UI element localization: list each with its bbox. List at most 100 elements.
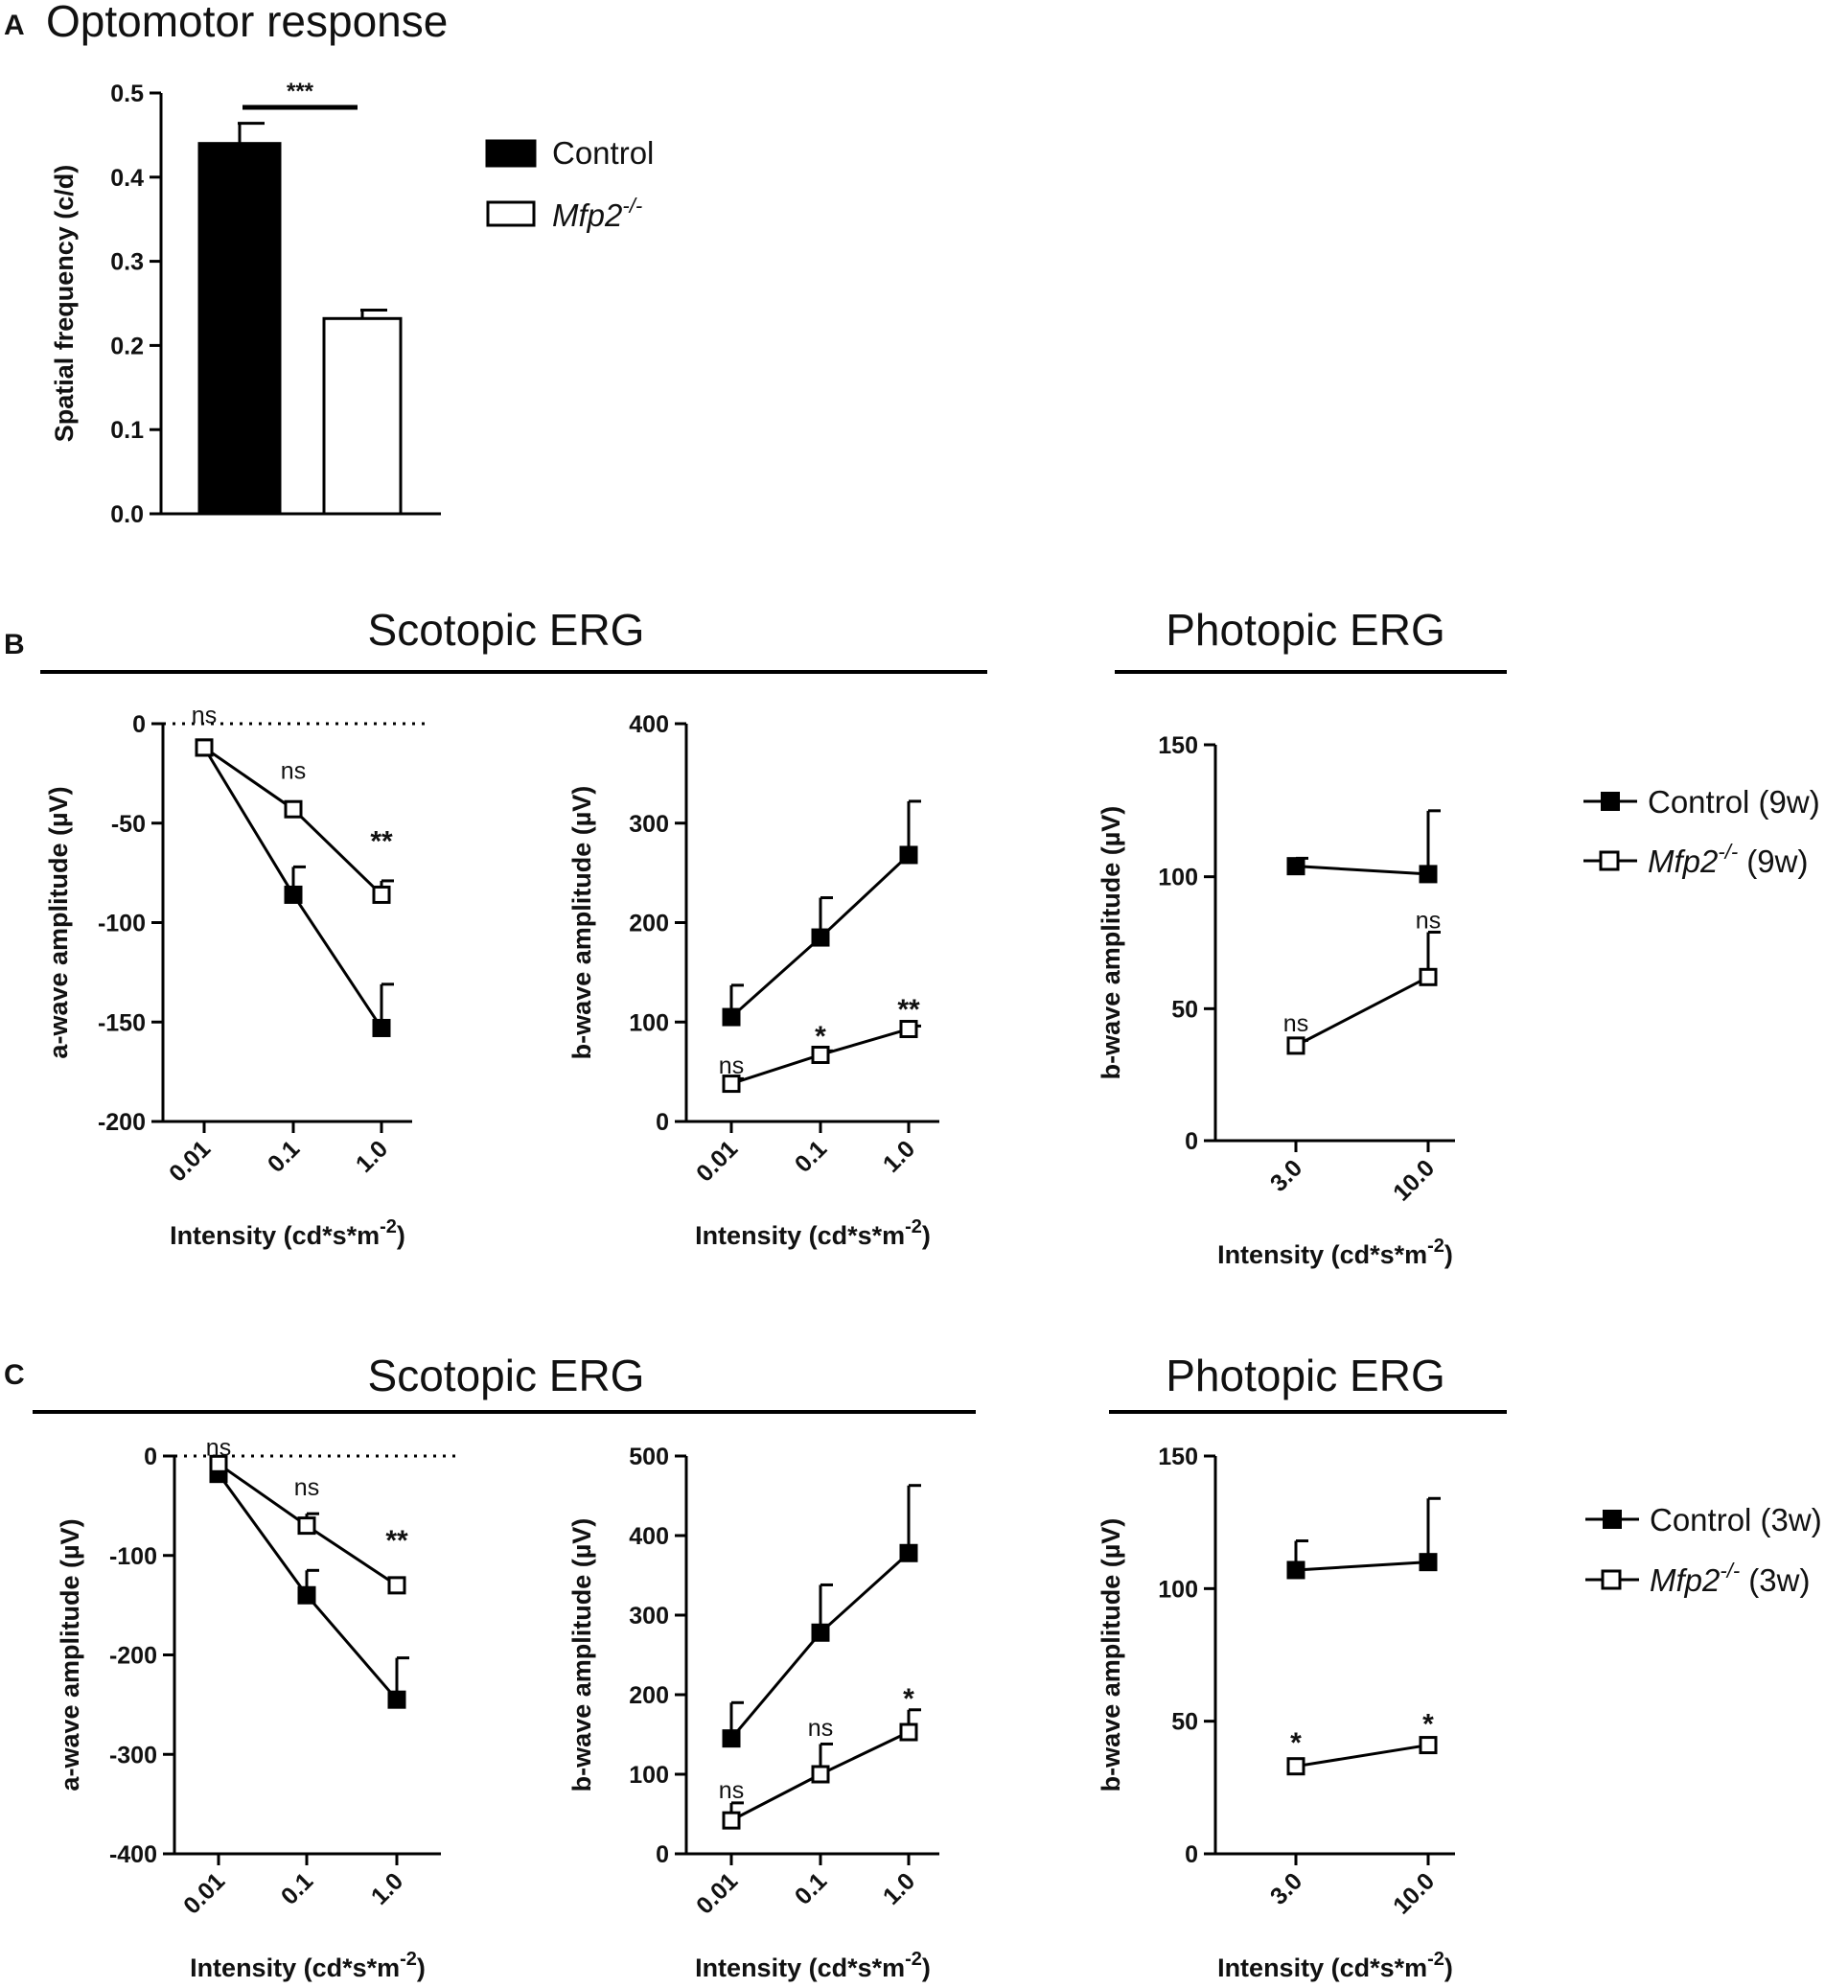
panel-letter-b: B xyxy=(4,629,25,660)
b1-significance-label: ns xyxy=(281,758,306,785)
b3-significance-label: ns xyxy=(1283,1010,1308,1037)
c2-mfp2-marker xyxy=(811,1765,830,1784)
panel-c-scotopic-title: Scotopic ERG xyxy=(368,1351,645,1400)
c2-significance-label: ns xyxy=(719,1777,744,1804)
c1-x-axis-label: Intensity (cd*s*m-2) xyxy=(190,1949,426,1982)
c3-control-line xyxy=(1295,1560,1429,1572)
c2-y-axis-label: b-wave amplitude (µV) xyxy=(567,1518,596,1792)
a-significance-label: *** xyxy=(287,79,314,104)
c1-significance-label: ** xyxy=(385,1525,408,1557)
c2-x-axis-label-sup: -2 xyxy=(905,1949,922,1970)
b1-x-tick-label: 1.0 xyxy=(351,1135,393,1177)
chart-c-photopic-b-wave: 0 50 100 150 3.0 10.0 b-wave amplitude (µV) Int… xyxy=(1097,1444,1455,1982)
a-y-tick-label: 0.5 xyxy=(110,81,144,107)
c1-x-axis-label-main: Intensity (cd*s*m xyxy=(190,1953,400,1982)
c2-x-axis-label-end: ) xyxy=(922,1953,931,1982)
a-y-tick-label: 0.1 xyxy=(110,417,144,444)
c1-significance-label: ns xyxy=(294,1474,319,1501)
panel-b-scotopic-title: Scotopic ERG xyxy=(368,605,645,655)
c2-significance-label: * xyxy=(903,1683,914,1715)
c1-control-marker xyxy=(387,1690,406,1709)
c2-significance-label: ns xyxy=(808,1715,833,1742)
b2-x-tick-label: 1.0 xyxy=(878,1135,920,1177)
legend-c-mfp2-name: Mfp2 xyxy=(1650,1562,1720,1598)
chart-c-scotopic-b-wave: 0 100 200 300 400 500 0.01 0.1 1.0 b-wave amplitu… xyxy=(567,1444,939,1982)
legend-b-mfp2-suffix: (9w) xyxy=(1738,844,1808,879)
c3-y-tick-label: 50 xyxy=(1171,1709,1198,1736)
b3-x-axis-label-main: Intensity (cd*s*m xyxy=(1217,1240,1427,1269)
b1-x-axis-label-main: Intensity (cd*s*m xyxy=(170,1221,380,1250)
legend-b-marker-control xyxy=(1601,792,1620,811)
c1-mfp2-marker xyxy=(297,1516,316,1536)
panel-c-photopic-title: Photopic ERG xyxy=(1166,1351,1444,1400)
panel-letter-a: A xyxy=(4,10,25,41)
c1-x-tick-label: 0.01 xyxy=(178,1867,230,1919)
b2-mfp2-marker xyxy=(811,1045,830,1064)
c2-control-marker xyxy=(811,1623,830,1642)
b1-y-axis-label: a-wave amplitude (µV) xyxy=(44,786,73,1058)
b2-mfp2-marker xyxy=(722,1075,741,1094)
legend-c-label-control: Control (3w) xyxy=(1650,1502,1822,1537)
chart-b-scotopic-a-wave: 0 -50 -100 -150 -200 0.01 0.1 1.0 a-wave amplitu… xyxy=(44,703,431,1250)
a-y-tick-label: 0.3 xyxy=(110,249,144,276)
b1-significance-label: ** xyxy=(370,825,393,857)
panel-b-photopic-title: Photopic ERG xyxy=(1166,605,1444,655)
legend-c-mfp2-suffix: (3w) xyxy=(1740,1562,1810,1598)
legend-a-label-control: Control xyxy=(552,135,654,171)
c2-y-tick-label: 400 xyxy=(629,1523,669,1550)
c1-mfp2-marker xyxy=(387,1576,406,1595)
b2-significance-label: ** xyxy=(897,994,920,1026)
b2-x-tick-label: 0.01 xyxy=(691,1135,743,1187)
c1-significance-label: ns xyxy=(206,1435,231,1462)
b2-x-axis-label: Intensity (cd*s*m-2) xyxy=(695,1216,931,1250)
b1-y-tick-label: -50 xyxy=(111,811,146,838)
b3-y-axis-label: b-wave amplitude (µV) xyxy=(1097,806,1125,1080)
b2-y-tick-label: 0 xyxy=(656,1109,669,1136)
c1-control-marker xyxy=(297,1585,316,1605)
b1-control-marker xyxy=(284,885,303,904)
chart-c-scotopic-a-wave: 0 -100 -200 -300 -400 0.01 0.1 1.0 a-wave amplit… xyxy=(56,1435,460,1982)
b3-mfp2-line xyxy=(1295,975,1429,1048)
b2-mfp2-marker xyxy=(899,1020,918,1039)
legend-b-label-control: Control (9w) xyxy=(1648,784,1820,820)
b3-x-axis-label: Intensity (cd*s*m-2) xyxy=(1217,1236,1453,1269)
c2-y-tick-label: 100 xyxy=(629,1762,669,1789)
c2-y-tick-label: 300 xyxy=(629,1603,669,1630)
a-y-tick-label: 0.2 xyxy=(110,333,144,359)
legend-a-swatch-mfp2 xyxy=(486,200,536,227)
c1-y-tick-label: -200 xyxy=(109,1643,157,1670)
legend-c-mfp2-sup: -/- xyxy=(1720,1559,1740,1583)
c3-mfp2-line xyxy=(1295,1744,1429,1768)
b3-x-axis-label-sup: -2 xyxy=(1427,1236,1444,1257)
c2-control-line xyxy=(729,1552,911,1740)
c3-x-axis-label-end: ) xyxy=(1444,1953,1453,1982)
legend-c-label-mfp2: Mfp2-/- (3w) xyxy=(1650,1559,1810,1598)
c1-x-tick-label: 1.0 xyxy=(366,1867,408,1909)
b1-significance-label: ns xyxy=(192,703,217,729)
c3-x-tick-label: 10.0 xyxy=(1388,1867,1440,1919)
c3-x-axis-label-main: Intensity (cd*s*m xyxy=(1217,1953,1427,1982)
b3-y-tick-label: 100 xyxy=(1158,865,1198,891)
c1-x-axis-label-sup: -2 xyxy=(400,1949,417,1970)
b1-x-tick-label: 0.01 xyxy=(164,1135,216,1187)
c1-y-axis-label: a-wave amplitude (µV) xyxy=(56,1518,84,1791)
a-y-tick-label: 0.0 xyxy=(110,501,144,528)
legend-a-label-mfp2: Mfp2-/- xyxy=(552,194,642,233)
legend-c: Control (3w) Mfp2-/- (3w) xyxy=(1585,1502,1822,1598)
b2-y-tick-label: 400 xyxy=(629,711,669,738)
c2-x-tick-label: 1.0 xyxy=(878,1867,920,1909)
b2-x-tick-label: 0.1 xyxy=(790,1135,832,1177)
c3-mfp2-marker xyxy=(1419,1736,1438,1755)
b2-y-tick-label: 200 xyxy=(629,911,669,937)
c3-x-axis-label-sup: -2 xyxy=(1427,1949,1444,1970)
b2-significance-label: * xyxy=(815,1021,826,1052)
b3-mfp2-marker xyxy=(1286,1036,1305,1055)
b1-x-axis-label-sup: -2 xyxy=(380,1216,397,1237)
legend-b-mfp2-name: Mfp2 xyxy=(1648,844,1718,879)
b1-x-axis-label: Intensity (cd*s*m-2) xyxy=(170,1216,405,1250)
c3-y-tick-label: 100 xyxy=(1158,1576,1198,1603)
c3-y-tick-label: 0 xyxy=(1185,1841,1198,1868)
c1-y-tick-label: 0 xyxy=(144,1444,157,1470)
legend-b-marker-mfp2 xyxy=(1599,850,1620,871)
chart-b-scotopic-b-wave: 0 100 200 300 400 0.01 0.1 1.0 b-wave amplitude … xyxy=(567,711,939,1250)
